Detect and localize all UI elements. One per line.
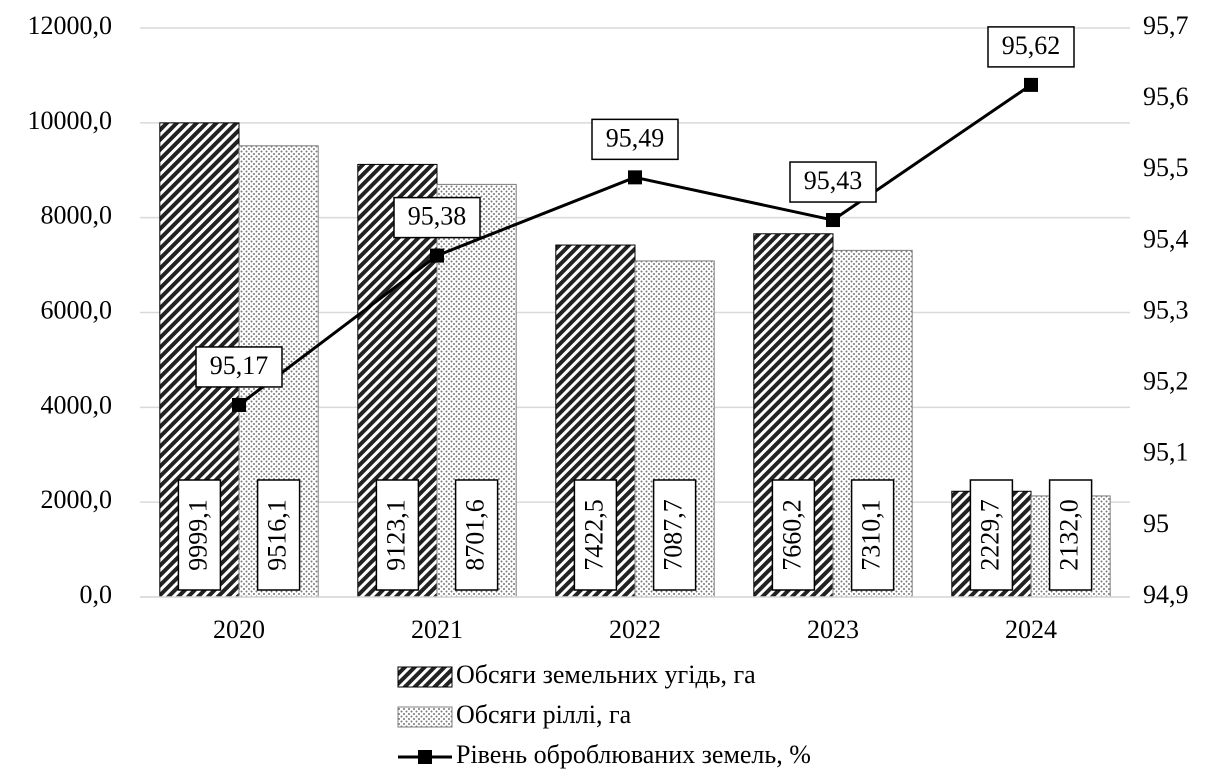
y2-tick-label: 95,2 xyxy=(1143,367,1189,396)
data-label: 2229,7 xyxy=(969,479,1014,591)
y2-tick-label: 95,5 xyxy=(1143,153,1189,182)
data-label-box xyxy=(375,479,420,591)
x-tick-label: 2024 xyxy=(1005,615,1057,644)
data-label-text: 2229,7 xyxy=(975,499,1004,571)
data-label-text: 95,17 xyxy=(210,351,269,380)
legend-label: Обсяги ріллі, га xyxy=(456,700,632,729)
data-label-text: 7660,2 xyxy=(777,499,806,571)
data-label: 9516,1 xyxy=(256,479,301,591)
data-label: 7310,1 xyxy=(850,479,895,591)
y2-tick-label: 95,3 xyxy=(1143,295,1189,324)
data-label-text: 9999,1 xyxy=(183,499,212,571)
data-label-box xyxy=(789,161,877,203)
data-label-box xyxy=(652,479,697,591)
data-label: 9123,1 xyxy=(375,479,420,591)
data-label-box xyxy=(1048,479,1093,591)
y-tick-label: 10000,0 xyxy=(28,106,113,135)
data-label-box xyxy=(393,196,481,239)
data-label: 7660,2 xyxy=(771,479,816,591)
data-label-text: 7087,7 xyxy=(659,499,688,571)
y-tick-label: 2000,0 xyxy=(41,485,113,514)
legend-label: Обсяги земельних угідь, га xyxy=(456,660,756,689)
marker xyxy=(826,213,840,228)
data-label-text: 7422,5 xyxy=(579,499,608,571)
legend-marker xyxy=(418,750,432,764)
x-tick-label: 2022 xyxy=(609,615,661,644)
data-label-box xyxy=(177,479,222,591)
data-label: 2132,0 xyxy=(1048,479,1093,591)
x-tick-label: 2023 xyxy=(807,615,859,644)
x-tick-label: 2021 xyxy=(411,615,463,644)
legend-swatch xyxy=(397,706,453,728)
data-label-box xyxy=(850,479,895,591)
data-label-text: 95,38 xyxy=(408,202,467,231)
data-label: 7422,5 xyxy=(573,479,618,591)
marker xyxy=(628,170,642,185)
y-tick-label: 0,0 xyxy=(80,580,113,609)
y2-tick-label: 94,9 xyxy=(1143,580,1189,609)
data-label: 7087,7 xyxy=(652,479,697,591)
data-label: 9999,1 xyxy=(177,479,222,591)
data-label-box xyxy=(969,479,1014,591)
data-label-text: 8701,6 xyxy=(461,499,490,571)
data-label-box xyxy=(591,118,679,161)
y-tick-label: 4000,0 xyxy=(41,390,113,419)
marker xyxy=(1024,77,1038,92)
data-label-box xyxy=(256,479,301,591)
data-label-box xyxy=(771,479,816,591)
data-label-text: 2132,0 xyxy=(1055,499,1084,571)
data-label-box xyxy=(454,479,499,591)
y2-tick-label: 95,7 xyxy=(1143,11,1189,40)
data-label-text: 95,49 xyxy=(606,123,665,152)
x-tick-label: 2020 xyxy=(213,615,265,644)
y2-tick-label: 95 xyxy=(1143,509,1169,538)
y2-tick-label: 95,6 xyxy=(1143,82,1189,111)
data-label-text: 7310,1 xyxy=(857,499,886,571)
data-label-box xyxy=(195,346,283,388)
data-label-box xyxy=(987,26,1075,68)
data-label-text: 95,62 xyxy=(1002,31,1061,60)
legend-swatch xyxy=(397,666,453,688)
y-tick-label: 8000,0 xyxy=(41,201,113,230)
data-label-text: 9123,1 xyxy=(381,499,410,571)
y-tick-label: 6000,0 xyxy=(41,295,113,324)
y2-tick-label: 95,1 xyxy=(1143,438,1189,467)
y2-tick-label: 95,4 xyxy=(1143,224,1189,253)
legend-label: Рівень оброблюваних земель, % xyxy=(456,740,811,769)
y-tick-label: 12000,0 xyxy=(28,11,113,40)
marker xyxy=(430,248,444,263)
marker xyxy=(232,397,246,412)
data-label-text: 9516,1 xyxy=(263,499,292,571)
data-label-box xyxy=(573,479,618,591)
data-label: 8701,6 xyxy=(454,479,499,591)
data-label-text: 95,43 xyxy=(804,166,863,195)
